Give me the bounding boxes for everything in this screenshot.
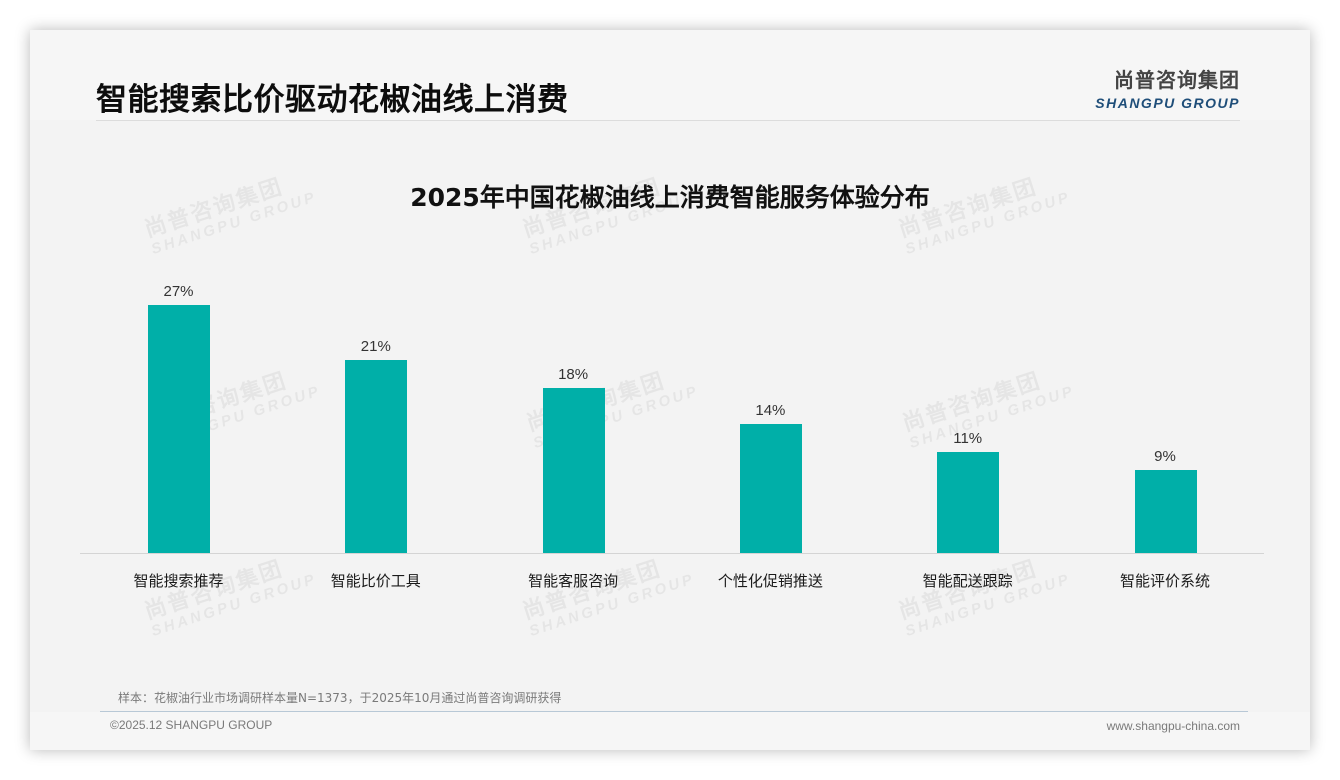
footer-band: [30, 712, 1310, 750]
bar-value-label: 14%: [755, 402, 786, 419]
company-logo: 尚普咨询集团 SHANGPU GROUP: [1088, 64, 1240, 111]
bar-value-label: 11%: [953, 430, 983, 447]
bar: [937, 452, 1000, 553]
category-label: 智能配送跟踪: [922, 572, 1013, 590]
x-axis-baseline: [80, 553, 1264, 554]
bar-group: 21%: [277, 270, 474, 554]
bar: [148, 305, 210, 553]
bar: [739, 424, 802, 553]
page-title: 智能搜索比价驱动花椒油线上消费: [96, 82, 569, 118]
bar-chart-plot-area: 27% 21% 18% 14% 11% 9%: [80, 270, 1264, 554]
category-label: 智能搜索推荐: [133, 572, 224, 590]
copyright-text: ©2025.12 SHANGPU GROUP: [110, 718, 273, 732]
chart-title: 2025年中国花椒油线上消费智能服务体验分布: [410, 183, 930, 212]
bar-value-label: 21%: [360, 338, 391, 355]
bar-value-label: 9%: [1154, 448, 1176, 465]
bar: [542, 388, 605, 553]
logo-chinese-text: 尚普咨询集团: [1114, 68, 1240, 92]
bar-group: 18%: [475, 270, 672, 554]
bar: [345, 360, 408, 553]
category-label: 智能客服咨询: [528, 572, 619, 590]
bar: [1134, 470, 1197, 553]
category-label: 智能评价系统: [1119, 572, 1210, 590]
header-band: [30, 30, 1310, 120]
slide: 智能搜索比价驱动花椒油线上消费 尚普咨询集团 SHANGPU GROUP 尚普咨…: [30, 30, 1310, 750]
bar-group: 9%: [1067, 270, 1264, 554]
category-label: 智能比价工具: [330, 572, 421, 590]
bar-group: 11%: [869, 270, 1066, 554]
header-divider: [96, 120, 1240, 121]
bar-value-label: 27%: [163, 283, 194, 300]
bar-group: 14%: [672, 270, 869, 554]
bar-value-label: 18%: [558, 366, 589, 383]
sample-note: 样本：花椒油行业市场调研样本量N=1373，于2025年10月通过尚普咨询调研获…: [118, 691, 562, 705]
footer-divider: [100, 711, 1248, 712]
category-label: 个性化促销推送: [717, 572, 823, 590]
logo-english-text: SHANGPU GROUP: [1095, 95, 1240, 111]
bar-group: 27%: [80, 270, 277, 554]
website-url: www.shangpu-china.com: [1106, 719, 1240, 733]
